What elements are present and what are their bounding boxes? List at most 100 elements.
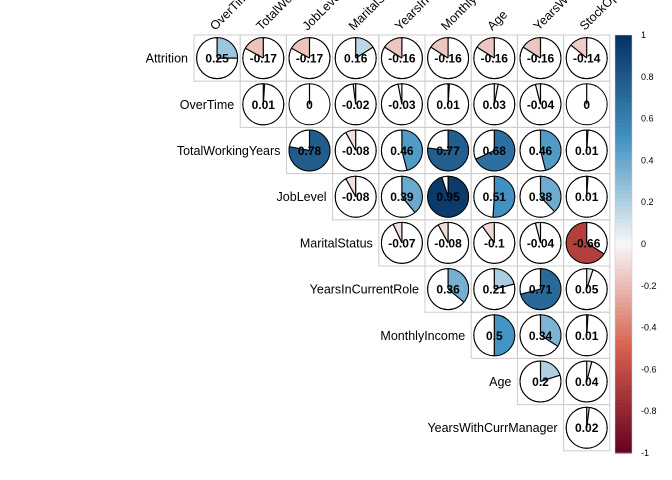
- value-label-7-8: 0.04: [575, 375, 599, 389]
- pie-1-3: [334, 83, 377, 126]
- pie-0-7: [519, 37, 562, 80]
- pie-7-8: [565, 360, 608, 403]
- value-label-0-8: -0.14: [573, 52, 601, 66]
- colorbar-tick-8: -0.6: [641, 364, 657, 374]
- colorbar-frame: [614, 34, 633, 454]
- pie-wedge: [217, 37, 238, 59]
- pie-3-8: [565, 175, 608, 218]
- value-label-0-2: -0.17: [296, 52, 324, 66]
- value-label-4-6: -0.1: [484, 236, 505, 250]
- value-label-0-3: 0.16: [344, 52, 368, 66]
- colorbar-tick-6: -0.2: [641, 281, 657, 291]
- value-label-4-8: -0.66: [573, 236, 601, 250]
- column-label-1: TotalWo: [254, 0, 296, 33]
- pie-5-8: [565, 268, 608, 311]
- value-label-2-5: 0.77: [436, 144, 460, 158]
- pie-8-8: [565, 406, 608, 449]
- column-label-6: Age: [485, 7, 511, 33]
- row-label-2: TotalWorkingYears: [177, 144, 281, 158]
- pie-0-4: [380, 37, 423, 80]
- cell-8-8: [563, 404, 611, 452]
- pie-3-7: [519, 175, 562, 218]
- row-label-3: JobLevel: [277, 190, 327, 204]
- value-label-5-5: 0.36: [436, 283, 460, 297]
- colorbar-tick-3: 0.4: [641, 155, 654, 165]
- value-label-6-7: 0.34: [529, 329, 553, 343]
- colorbar-tick-1: 0.8: [641, 72, 654, 82]
- value-label-3-4: 0.39: [390, 190, 414, 204]
- pie-2-3: [334, 129, 377, 172]
- value-labels: 0.25 -0.17 -0.17 0.16 -0.16 -0.16 -0.16 -0.16 -0…: [205, 52, 600, 436]
- pie-wedge: [566, 222, 605, 264]
- pie-2-6: [473, 129, 516, 172]
- pie-6-8: [565, 314, 608, 357]
- colorbar-tick-7: -0.4: [641, 323, 657, 333]
- pie-wedge: [494, 268, 515, 290]
- column-label-5: Monthly: [438, 0, 479, 33]
- value-label-0-7: -0.16: [527, 52, 555, 66]
- pie-2-8: [565, 129, 608, 172]
- pie-2-7: [519, 129, 562, 172]
- column-label-3: MaritalS: [346, 0, 388, 33]
- value-label-3-7: 0.38: [529, 190, 553, 204]
- pie-5-7: [519, 268, 562, 311]
- value-label-0-4: -0.16: [388, 52, 416, 66]
- row-label-7: Age: [489, 375, 511, 389]
- pie-5-6: [473, 268, 516, 311]
- colorbar-tick-2: 0.6: [641, 114, 654, 124]
- column-label-2: JobLeve: [300, 0, 343, 33]
- pie-1-5: [427, 83, 470, 126]
- pie-3-6: [473, 175, 516, 218]
- pie-2-2: [288, 129, 331, 172]
- pie-1-7: [519, 83, 562, 126]
- value-label-2-2: 0.78: [298, 144, 322, 158]
- pie-4-8: [565, 221, 608, 264]
- value-label-1-4: -0.03: [388, 98, 416, 112]
- value-label-4-4: -0.07: [388, 236, 416, 250]
- value-label-3-3: -0.08: [342, 190, 370, 204]
- pie-wedge: [570, 37, 587, 59]
- column-label-7: YearsW: [531, 0, 572, 33]
- column-label-4: YearsIn: [392, 0, 432, 33]
- value-label-0-0: 0.25: [205, 52, 229, 66]
- colorbar-tick-0: 1: [641, 30, 646, 40]
- colorbar-tick-9: -0.8: [641, 406, 657, 416]
- column-labels: OverTim TotalWo JobLeve MaritalS YearsIn Mont…: [207, 0, 620, 33]
- pie-wedge: [475, 130, 515, 172]
- pie-wedge: [401, 130, 423, 171]
- pie-3-5: [427, 175, 470, 218]
- cell-grid: [193, 34, 611, 452]
- pie-4-5: [427, 221, 470, 264]
- pie-0-5: [427, 37, 470, 80]
- pie-4-4: [380, 221, 423, 264]
- pie-3-3: [334, 175, 377, 218]
- column-label-0: OverTim: [207, 0, 250, 33]
- value-label-1-1: 0.01: [252, 98, 276, 112]
- pie-wedge: [493, 176, 515, 218]
- pie-wedge: [540, 176, 561, 212]
- value-label-1-7: -0.04: [527, 98, 555, 112]
- pie-glyphs: [196, 37, 608, 449]
- value-label-0-1: -0.17: [250, 52, 278, 66]
- pie-2-4: [380, 129, 423, 172]
- column-label-8: StockOp: [577, 0, 621, 33]
- colorbar: 1 0.8 0.6 0.4 0.2 0 -0.2 -0.4 -0.6 -0.8 -1: [614, 30, 657, 458]
- value-label-3-5: 0.95: [436, 190, 460, 204]
- pie-3-4: [380, 175, 423, 218]
- value-label-4-5: -0.08: [434, 236, 462, 250]
- pie-0-2: [288, 37, 331, 80]
- value-label-1-3: -0.02: [342, 98, 370, 112]
- value-label-2-4: 0.46: [390, 144, 414, 158]
- value-label-6-6: 0.5: [486, 329, 503, 343]
- row-label-5: YearsInCurrentRole: [310, 283, 419, 297]
- colorbar-tick-4: 0.2: [641, 197, 654, 207]
- pie-1-4: [380, 83, 423, 126]
- value-label-2-6: 0.68: [483, 144, 507, 158]
- pie-1-6: [473, 83, 516, 126]
- value-label-0-5: -0.16: [434, 52, 462, 66]
- value-label-5-7: 0.71: [529, 283, 553, 297]
- value-label-1-8: 0: [583, 98, 590, 112]
- pie-wedge: [448, 268, 469, 303]
- value-label-1-2: 0: [306, 98, 313, 112]
- pie-5-5: [427, 268, 470, 311]
